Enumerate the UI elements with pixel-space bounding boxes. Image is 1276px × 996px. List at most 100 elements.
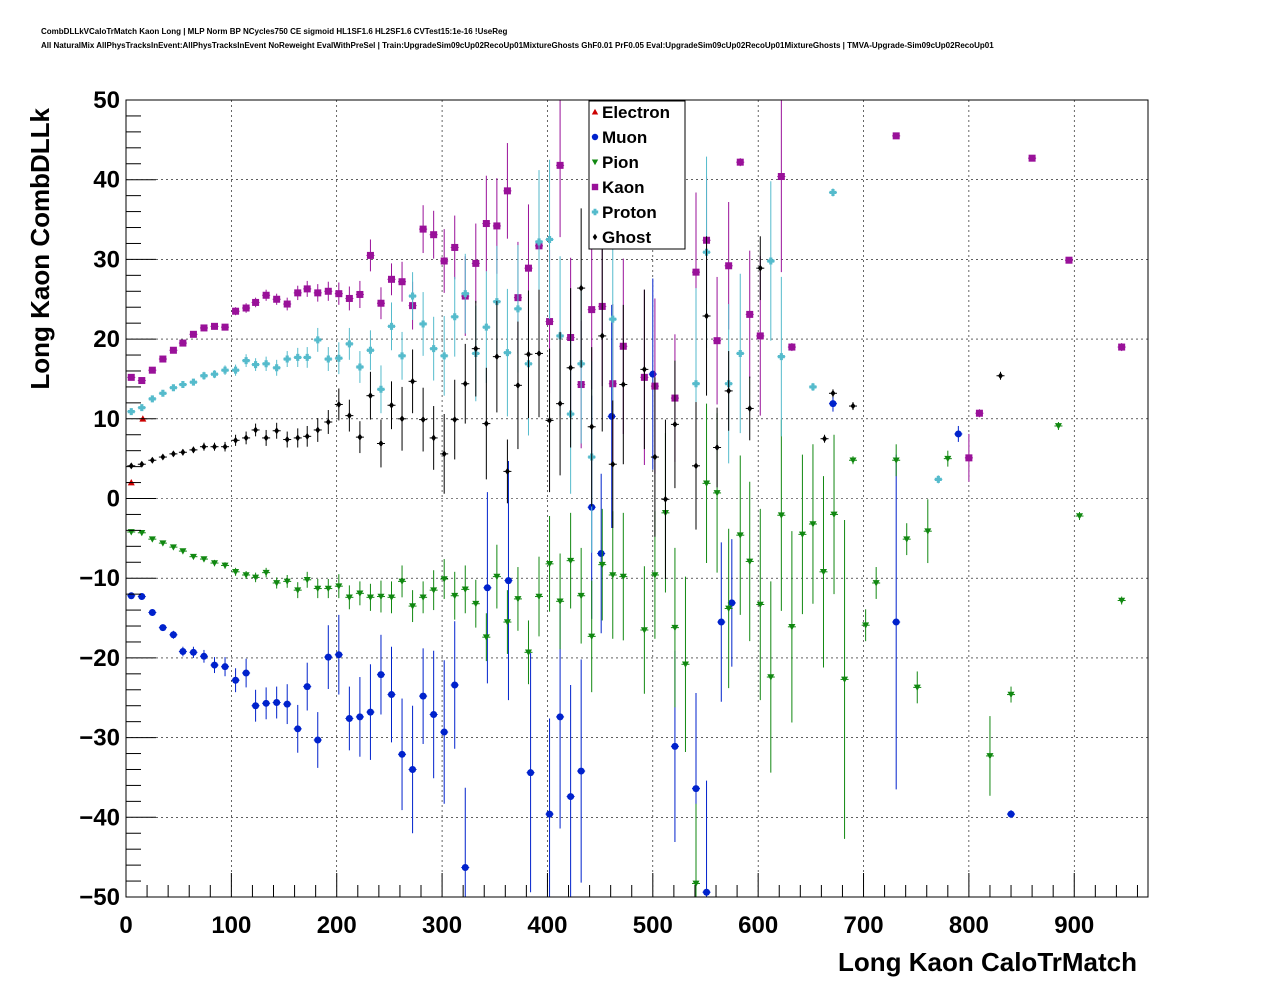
proton-point	[451, 313, 459, 321]
kaon-point	[138, 377, 146, 385]
kaon-point	[324, 287, 332, 295]
ghost-point	[180, 448, 186, 456]
muon-point	[366, 708, 374, 716]
kaon-point	[556, 161, 564, 169]
muon-point	[546, 810, 554, 818]
kaon-point	[472, 259, 480, 267]
kaon-point	[211, 322, 219, 330]
pion-point	[609, 572, 617, 579]
kaon-point	[419, 225, 427, 233]
pion-point	[577, 592, 585, 600]
proton-point	[514, 305, 522, 313]
pion-point	[232, 569, 240, 576]
kaon-point	[756, 332, 764, 340]
pion-point	[221, 562, 229, 569]
muon-point	[335, 651, 343, 659]
pion-point	[324, 585, 332, 593]
kaon-point	[692, 268, 700, 276]
ghost-point	[714, 443, 720, 451]
pion-point	[703, 480, 711, 487]
muon-point	[252, 702, 260, 710]
kaon-point	[345, 294, 353, 302]
ghost-point	[431, 434, 437, 442]
muon-point	[169, 631, 177, 639]
pion-point	[398, 578, 406, 585]
pion-point	[283, 578, 291, 585]
proton-point	[335, 354, 343, 362]
muon-point	[377, 671, 385, 679]
kaon-point	[546, 318, 554, 326]
legend-marker-proton	[591, 208, 599, 216]
kaon-point	[179, 339, 187, 347]
muon-point	[527, 769, 535, 777]
pion-point	[294, 587, 302, 594]
kaon-point	[746, 310, 754, 318]
pion-point	[872, 580, 880, 587]
muon-point	[211, 661, 219, 669]
ghost-point	[547, 416, 553, 424]
kaon-point	[127, 373, 135, 381]
pion-point	[472, 600, 480, 608]
pion-point	[924, 528, 932, 535]
legend-label-electron: Electron	[602, 103, 670, 122]
muon-point	[1007, 810, 1015, 818]
pion-point	[746, 558, 754, 565]
proton-point	[283, 355, 291, 363]
pion-point	[681, 661, 689, 668]
y-tick-label: 30	[93, 246, 120, 273]
kaon-point	[430, 231, 438, 239]
kaon-point	[493, 222, 501, 230]
muon-point	[356, 713, 364, 721]
proton-point	[366, 346, 374, 354]
pion-point	[1076, 513, 1084, 520]
legend: Electron Muon Pion Kaon Proton Ghost	[588, 100, 686, 250]
proton-point	[356, 363, 364, 371]
proton-point	[809, 383, 817, 391]
kaon-point	[242, 304, 250, 312]
pion-point	[892, 457, 900, 464]
muon-point	[314, 736, 322, 744]
proton-point	[609, 315, 617, 323]
pion-point	[409, 603, 417, 610]
muon-point	[221, 663, 229, 671]
legend-box	[588, 100, 686, 250]
muon-point	[398, 750, 406, 758]
ghost-point	[170, 450, 176, 458]
ghost-point	[160, 453, 166, 461]
muon-point	[283, 700, 291, 708]
kaon-point	[1065, 256, 1073, 264]
ghost-point	[128, 462, 134, 470]
ghost-point	[830, 389, 836, 397]
y-tick-label: 0	[107, 486, 120, 513]
pion-point	[1007, 691, 1015, 699]
y-axis-label: Long Kaon CombDLLk	[25, 107, 55, 389]
legend-label-muon: Muon	[602, 128, 647, 147]
pion-point	[493, 573, 501, 581]
ghost-point	[243, 434, 249, 442]
muon-point	[430, 710, 438, 718]
pion-point	[725, 605, 733, 612]
x-tick-label: 600	[738, 912, 778, 939]
y-tick-label: 50	[93, 87, 120, 114]
kaon-point	[975, 409, 983, 417]
muon-point	[567, 793, 575, 801]
kaon-point	[440, 257, 448, 265]
kaon-point	[335, 290, 343, 298]
pion-point	[169, 544, 177, 551]
kaon-point	[398, 278, 406, 286]
muon-point	[200, 652, 208, 660]
x-tick-label: 200	[317, 912, 357, 939]
legend-marker-muon	[591, 133, 599, 141]
ghost-point	[201, 443, 207, 451]
muon-point	[451, 681, 459, 689]
ghost-point	[662, 495, 668, 503]
pion-point	[148, 536, 156, 543]
pion-point	[862, 622, 870, 629]
pion-point	[514, 596, 522, 603]
muon-point	[597, 549, 605, 557]
kaon-point	[303, 285, 311, 293]
data-points	[127, 100, 1126, 897]
kaon-point	[366, 251, 374, 259]
pion-point	[671, 624, 679, 632]
muon-point	[954, 430, 962, 438]
